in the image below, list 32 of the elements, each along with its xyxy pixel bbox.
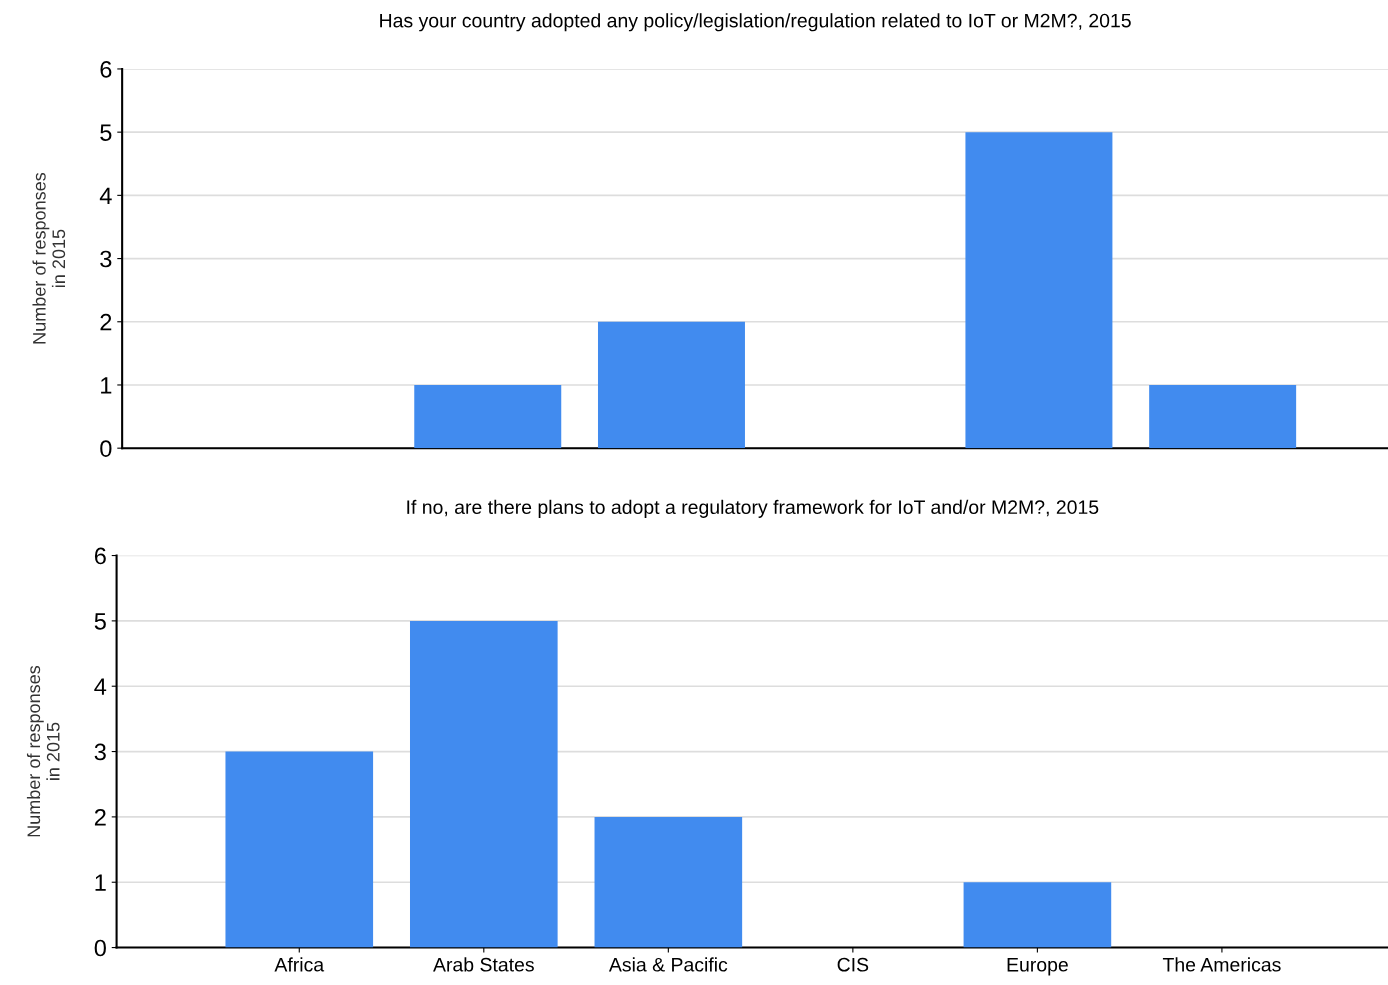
bar <box>414 384 562 449</box>
x-tick-label: Africa <box>274 957 325 972</box>
y-tick-label: 4 <box>94 678 107 695</box>
y-tick-label: 5 <box>94 613 106 630</box>
y-axis-title: Number of responses in 2015 <box>26 665 60 837</box>
bar <box>225 751 374 948</box>
chart-title: If no, are there plans to adopt a regulatory framework for IoT and/or M2M?, 2015 <box>407 499 1099 518</box>
chart-title: Has your country adopted any policy/legislation/regulation related to IoT or M2M?, 2015 <box>380 13 1131 32</box>
x-tick-label: The Americas <box>1162 957 1281 972</box>
y-tick-label: 5 <box>100 124 112 141</box>
y-tick-label: 6 <box>94 547 106 565</box>
bar <box>597 321 745 449</box>
x-tick-label: Arab States <box>433 957 534 972</box>
y-tick-label: 2 <box>100 313 112 331</box>
y-tick-label: 3 <box>94 743 106 761</box>
y-tick-label: 1 <box>95 874 106 891</box>
bar <box>1149 384 1297 449</box>
y-tick-label: 1 <box>101 377 112 394</box>
y-axis-title: Number of responses in 2015 <box>32 172 66 344</box>
x-tick-label: Asia & Pacific <box>608 957 728 972</box>
y-tick-label: 0 <box>100 440 112 457</box>
y-tick-label: 4 <box>99 187 112 204</box>
bar <box>963 882 1112 948</box>
bar <box>594 816 743 948</box>
y-tick-label: 3 <box>100 250 112 268</box>
x-tick-label: CIS <box>837 957 869 972</box>
bar <box>409 620 558 948</box>
y-tick-label: 2 <box>94 808 106 826</box>
bar <box>965 132 1113 449</box>
y-tick-label: 0 <box>94 939 106 957</box>
y-tick-label: 6 <box>100 61 112 78</box>
x-tick-label: Europe <box>1007 958 1068 976</box>
